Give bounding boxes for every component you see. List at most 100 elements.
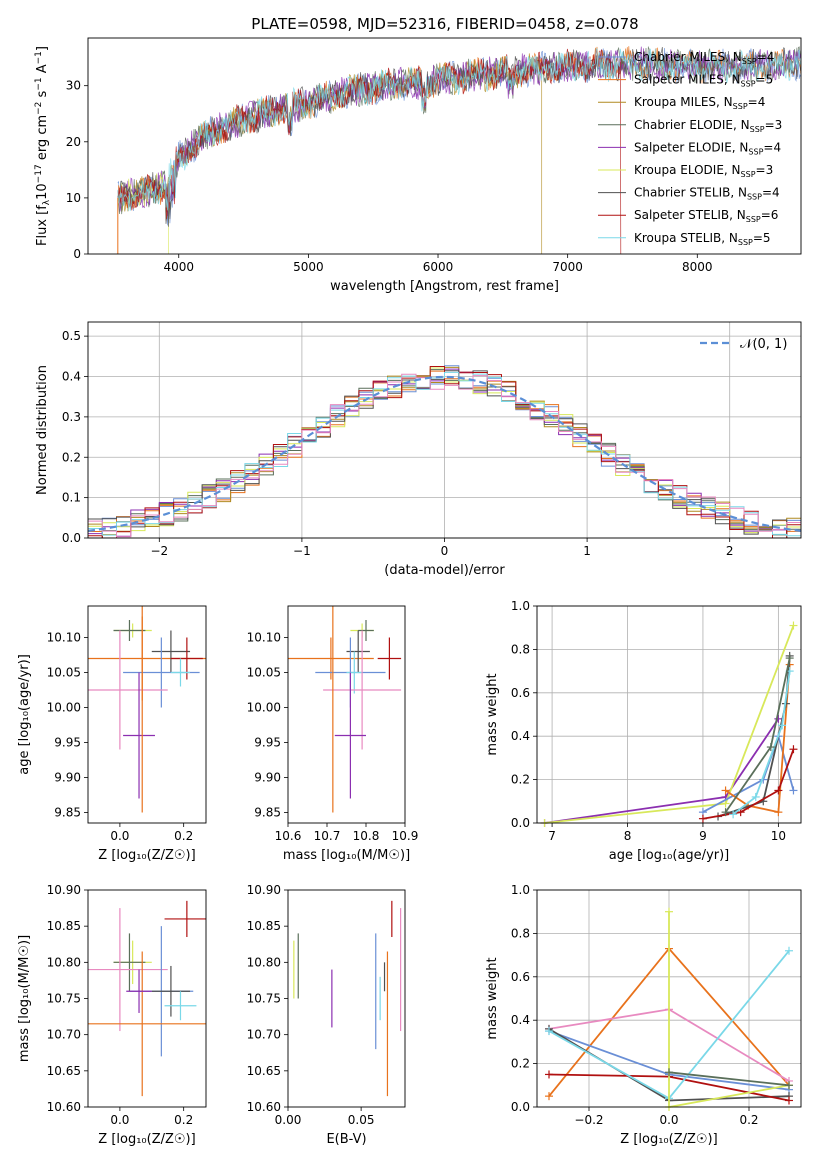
mass_vs_Z-xlabel: Z [log₁₀(Z/Z☉)] <box>98 1132 195 1147</box>
legend-entry: Kroupa MILES, NSSP=4 <box>634 95 765 111</box>
spectrum-ylabel: Flux [fλ10−17 erg cm−2 s−1 A−1] <box>34 46 52 246</box>
spectrum-xtick-label: 5000 <box>293 260 324 274</box>
residuals-xtick-label: 0 <box>441 544 449 558</box>
weight-series-marker <box>665 1068 673 1077</box>
weight-series-marker <box>789 745 798 754</box>
figure-title: PLATE=0598, MJD=52316, FIBERID=0458, z=0… <box>251 15 638 33</box>
age_vs_mass-ytick-label: 9.95 <box>254 736 281 750</box>
residuals-xtick-label: 2 <box>726 544 734 558</box>
legend-entry: Salpeter ELODIE, NSSP=4 <box>634 140 781 156</box>
spectrum-series-line <box>117 48 801 212</box>
residuals-ytick-label: 0.5 <box>62 329 81 343</box>
weight-series-marker <box>785 1096 793 1105</box>
residuals-ytick-label: 0.4 <box>62 370 81 384</box>
legend-entry: Chabrier ELODIE, NSSP=3 <box>634 118 782 134</box>
residuals-ylabel: Normed distribution <box>35 365 50 495</box>
mass_vs_ebv-points <box>293 900 402 1097</box>
age_vs_Z-ytick-label: 10.10 <box>47 631 81 645</box>
age_vs_mass-frame <box>287 605 406 824</box>
weight_vs_age-xlabel: age [log₁₀(age/yr)] <box>609 848 730 863</box>
age_vs_Z-axes: 0.0 0.2 9.85 9.90 9.95 10.00 10.05 10.10 <box>47 631 194 844</box>
age_vs_Z-ytick-label: 9.85 <box>54 806 81 820</box>
mass_vs_Z-ytick-label: 10.75 <box>47 992 81 1006</box>
gaussian-reference-line <box>88 375 801 532</box>
mass_vs_ebv-xtick-label: 0.05 <box>348 1113 375 1127</box>
legend-entry: Kroupa ELODIE, NSSP=3 <box>634 163 773 179</box>
errorbar-point <box>358 620 374 641</box>
mass_vs_ebv-ytick-label: 10.65 <box>247 1064 281 1078</box>
mass_vs_ebv-ytick-label: 10.75 <box>247 992 281 1006</box>
age_vs_mass-ytick-label: 10.05 <box>247 666 281 680</box>
spectrum-xtick-label: 8000 <box>682 260 713 274</box>
age_vs_Z-frame <box>87 605 207 824</box>
residuals-ytick-label: 0.1 <box>62 491 81 505</box>
mass_vs_ebv-ytick-label: 10.90 <box>247 883 281 897</box>
age_vs_Z-points <box>88 606 206 813</box>
mass_vs_Z-xtick-label: 0.0 <box>110 1113 129 1127</box>
mass_vs_ebv-xlabel: E(B-V) <box>326 1132 366 1147</box>
weight_vs_Z-ylabel: mass weight <box>485 957 500 1039</box>
mass_vs_Z-frame <box>87 889 207 1108</box>
errorbar-point <box>164 900 206 938</box>
errorbar-point <box>170 658 191 687</box>
spectrum-xtick-label: 7000 <box>552 260 583 274</box>
weight_vs_Z-xtick-label: −0.2 <box>574 1113 603 1127</box>
legend-entry: Chabrier MILES, NSSP=4 <box>634 50 774 66</box>
age_vs_mass-xtick-label: 10.7 <box>314 829 341 843</box>
age_vs_mass-ytick-label: 9.85 <box>254 806 281 820</box>
weight-series-marker <box>729 810 738 819</box>
weight-series-marker <box>774 808 783 817</box>
legend-entry: Kroupa STELIB, NSSP=5 <box>634 231 771 247</box>
weight_vs_age-xtick-label: 9 <box>699 829 707 843</box>
mass_vs_Z-ytick-label: 10.90 <box>47 883 81 897</box>
spectrum-legend: Chabrier MILES, NSSP=4 Salpeter MILES, NS… <box>598 50 782 247</box>
age_vs_mass-xtick-label: 10.8 <box>353 829 380 843</box>
weight-series-marker <box>789 786 798 795</box>
errorbar-point <box>88 630 168 750</box>
errorbar-point <box>88 951 206 1097</box>
weight-series-marker <box>774 786 783 795</box>
legend-entry: Chabrier STELIB, NSSP=4 <box>634 186 780 202</box>
errorbar-point <box>346 651 363 694</box>
mass_vs_Z-xtick-label: 0.2 <box>174 1113 193 1127</box>
weight_vs_age-ytick-label: 0.2 <box>511 773 530 787</box>
legend-entry: Salpeter STELIB, NSSP=6 <box>634 208 778 224</box>
residuals-ytick-label: 0.2 <box>62 450 81 464</box>
mass_vs_Z-ylabel: mass [log₁₀(M/M☉)] <box>17 935 32 1062</box>
age_vs_mass-ytick-label: 9.90 <box>254 771 281 785</box>
spectrum-xtick-label: 4000 <box>163 260 194 274</box>
spectrum-xlabel: wavelength [Angstrom, rest frame] <box>330 279 559 294</box>
weight-series-line <box>668 1071 790 1087</box>
age_vs_Z-xlabel: Z [log₁₀(Z/Z☉)] <box>98 848 195 863</box>
mass_vs_Z-ytick-label: 10.70 <box>47 1028 81 1042</box>
weight_vs_age-xtick-label: 7 <box>548 829 556 843</box>
errorbar-point <box>113 620 146 641</box>
weight-series-marker <box>774 714 783 723</box>
residuals-frame <box>87 321 802 539</box>
spectrum-ytick-label: 10 <box>66 191 81 205</box>
weight-series-marker <box>785 1081 793 1090</box>
weight-series-marker <box>778 721 787 730</box>
spectrum-axes: 4000 5000 6000 7000 8000 0 10 20 30 <box>66 79 713 274</box>
weight-series-marker <box>785 946 793 955</box>
spectrum-frame <box>87 37 802 255</box>
weight_vs_Z-ytick-label: 0.6 <box>511 970 530 984</box>
weight-series-marker <box>545 1092 553 1101</box>
weight-series-marker <box>789 621 798 630</box>
spectrum-xtick-label: 6000 <box>423 260 454 274</box>
errorbar-point <box>334 672 366 799</box>
spectrum-ytick-label: 0 <box>73 247 81 261</box>
weight-series-line <box>702 748 795 820</box>
weight_vs_age-ytick-label: 0.6 <box>511 686 530 700</box>
weight-series-marker <box>721 786 730 795</box>
residual-legend-label: 𝒩(0, 1) <box>740 337 787 352</box>
weight_vs_age-series <box>540 621 798 827</box>
errorbar-point <box>123 672 155 799</box>
spectrum-ytick-label: 30 <box>66 79 81 93</box>
errorbar-point <box>151 630 191 673</box>
weight_vs_Z-frame <box>536 889 802 1108</box>
legend-entry: Salpeter MILES, NSSP=5 <box>634 73 773 89</box>
residual-histogram-series <box>88 373 801 538</box>
errorbar-point <box>151 965 191 1017</box>
